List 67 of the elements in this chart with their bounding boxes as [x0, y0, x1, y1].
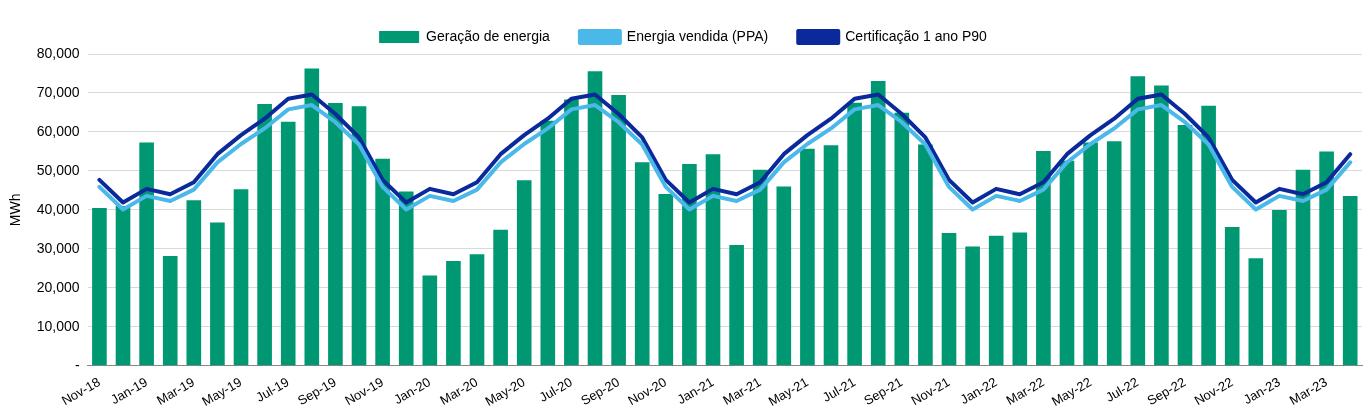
bar	[398, 191, 414, 366]
bar	[918, 144, 933, 366]
y-tick-label: 40,000	[36, 200, 80, 217]
bar	[1177, 124, 1193, 366]
bar	[162, 255, 178, 366]
bar	[941, 232, 957, 366]
bar	[1130, 76, 1146, 366]
bar	[446, 260, 461, 366]
y-tick-label: 20,000	[36, 278, 80, 295]
bar	[257, 103, 272, 366]
bar	[304, 68, 320, 366]
bar	[1036, 151, 1051, 366]
bar	[233, 189, 249, 366]
bar	[705, 154, 721, 366]
bar	[776, 186, 792, 366]
bar	[847, 102, 862, 366]
bar	[375, 158, 390, 366]
bar	[682, 163, 697, 366]
bar	[1342, 195, 1358, 366]
bar	[139, 142, 154, 366]
bar	[1272, 209, 1287, 366]
y-axis-title: MWh	[7, 193, 24, 227]
bar	[1248, 258, 1264, 366]
bar	[564, 99, 579, 366]
bar	[493, 229, 508, 366]
bar	[540, 120, 556, 366]
bar	[1012, 232, 1028, 366]
y-tick-label: 70,000	[36, 83, 80, 100]
y-tick-label: 50,000	[36, 161, 80, 178]
bar	[1083, 142, 1098, 366]
bar	[115, 206, 131, 366]
bar	[800, 148, 815, 366]
bar	[516, 180, 532, 366]
bar	[328, 103, 343, 366]
y-tick-label: 30,000	[36, 239, 80, 256]
bar	[92, 207, 107, 366]
bar	[280, 121, 296, 366]
bar	[988, 235, 1004, 366]
bar	[1154, 85, 1169, 366]
legend-label: Energia vendida (PPA)	[626, 27, 769, 44]
bar	[894, 112, 910, 366]
legend-label: Geração de energia	[426, 27, 551, 44]
bar	[611, 94, 626, 366]
bar	[752, 169, 768, 366]
bar	[634, 162, 650, 366]
bar	[965, 246, 980, 366]
bar	[186, 200, 202, 366]
bar	[210, 222, 225, 366]
bar	[422, 275, 438, 366]
bar	[1059, 160, 1075, 366]
bar	[351, 106, 367, 366]
legend-label: Certificação 1 ano P90	[845, 27, 988, 44]
bar	[469, 254, 485, 366]
bar	[1295, 169, 1311, 366]
bar	[729, 244, 744, 366]
bar	[587, 71, 603, 366]
bar	[1224, 227, 1240, 366]
bar	[870, 80, 886, 366]
y-tick-label: 60,000	[36, 122, 80, 139]
y-tick-label: -	[74, 356, 80, 373]
y-tick-label: 80,000	[36, 44, 80, 61]
y-tick-label: 10,000	[36, 317, 80, 334]
bar	[1319, 151, 1334, 366]
bar	[1201, 105, 1216, 366]
bar	[658, 193, 674, 366]
bar	[823, 145, 839, 366]
bar	[1106, 141, 1122, 366]
